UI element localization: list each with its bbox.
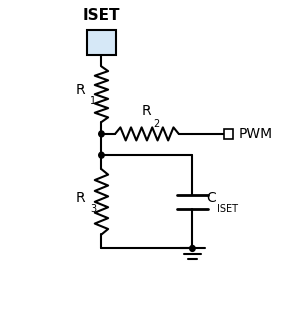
Text: R: R <box>142 104 152 118</box>
Text: 2: 2 <box>154 119 160 129</box>
Text: PWM: PWM <box>238 127 272 141</box>
Text: ISET: ISET <box>217 204 238 214</box>
Circle shape <box>99 152 104 158</box>
Text: R: R <box>76 83 86 97</box>
Circle shape <box>190 246 195 251</box>
Text: C: C <box>206 191 216 205</box>
FancyBboxPatch shape <box>224 129 233 139</box>
Text: ISET: ISET <box>83 8 120 23</box>
Text: 3: 3 <box>90 204 96 214</box>
Text: R: R <box>76 191 86 205</box>
Text: 1: 1 <box>90 96 96 107</box>
FancyBboxPatch shape <box>87 30 116 54</box>
Circle shape <box>99 131 104 137</box>
